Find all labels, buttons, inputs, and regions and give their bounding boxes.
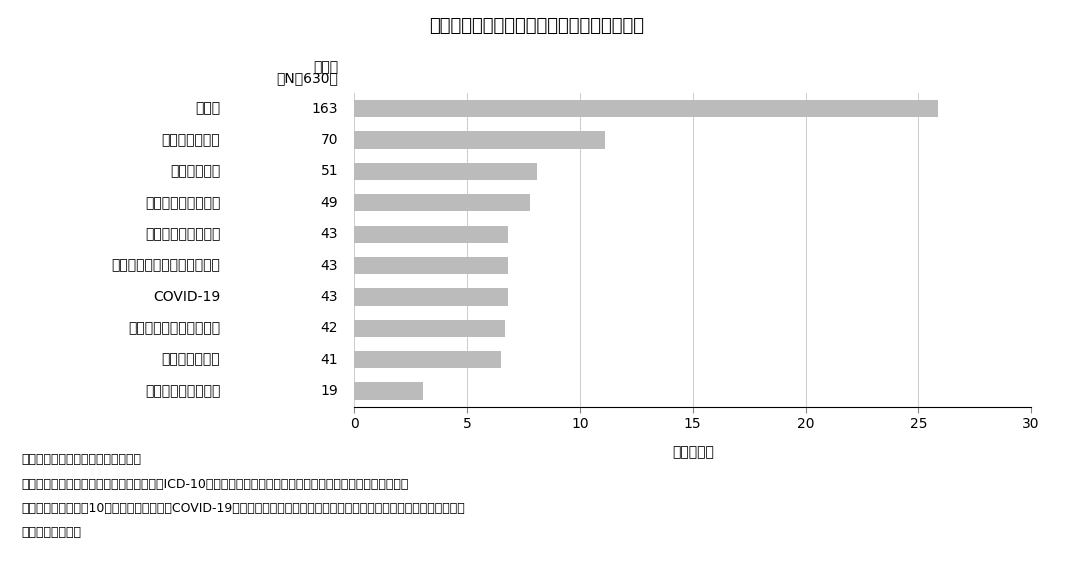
Text: 出所：医薬産業政策研究所にて作成: 出所：医薬産業政策研究所にて作成 <box>21 453 142 466</box>
X-axis label: 割合（％）: 割合（％） <box>672 445 713 459</box>
Bar <box>354 163 537 180</box>
Bar <box>354 194 529 211</box>
Text: 19: 19 <box>320 384 338 398</box>
Text: 43: 43 <box>321 290 338 304</box>
Text: を行った。: を行った。 <box>21 526 82 539</box>
Bar <box>354 131 605 149</box>
Text: 51: 51 <box>321 164 338 178</box>
Text: 新生物: 新生物 <box>195 102 220 116</box>
Text: 49: 49 <box>321 196 338 210</box>
Text: 眼及び付属器の疾患: 眼及び付属器の疾患 <box>145 384 220 398</box>
Text: 43: 43 <box>321 259 338 272</box>
Text: 42: 42 <box>321 321 338 335</box>
Text: 図４　研究の対象となった疾患（参考情報）: 図４ 研究の対象となった疾患（参考情報） <box>430 17 644 35</box>
Bar <box>354 288 508 306</box>
Bar <box>354 100 938 117</box>
Text: 神経系の疾患: 神経系の疾患 <box>170 164 220 178</box>
Text: 感染症及び寄生虫症: 感染症及び寄生虫症 <box>145 227 220 241</box>
Text: 皮膚及び皮下組織の疾患: 皮膚及び皮下組織の疾患 <box>128 321 220 335</box>
Text: 筋骨格系及び結合組織の疾患: 筋骨格系及び結合組織の疾患 <box>112 259 220 272</box>
Text: 呼吸器系の疾患: 呼吸器系の疾患 <box>161 353 220 367</box>
Text: 循環器系の疾患: 循環器系の疾患 <box>161 133 220 147</box>
Text: 43: 43 <box>321 227 338 241</box>
Text: 頻度数の上位10疾患分類を示した。COVID-19は特殊目的用コードが使用されているため、他の疾患と独立して集計: 頻度数の上位10疾患分類を示した。COVID-19は特殊目的用コードが使用されて… <box>21 502 465 515</box>
Text: 163: 163 <box>311 102 338 116</box>
Bar <box>354 225 508 243</box>
Text: 論文数: 論文数 <box>314 60 338 74</box>
Bar <box>354 382 422 400</box>
Text: （N＝630）: （N＝630） <box>276 71 338 85</box>
Text: 研究で主として扱われている疾患をICD-10の疾患分類を用いて分類し、章分類の単位で集計を行った。: 研究で主として扱われている疾患をICD-10の疾患分類を用いて分類し、章分類の単… <box>21 478 409 490</box>
Bar <box>354 257 508 274</box>
Text: COVID-19: COVID-19 <box>153 290 220 304</box>
Bar <box>354 320 505 337</box>
Text: 41: 41 <box>321 353 338 367</box>
Text: 精神及び行動の障害: 精神及び行動の障害 <box>145 196 220 210</box>
Text: 70: 70 <box>321 133 338 147</box>
Bar <box>354 351 502 368</box>
